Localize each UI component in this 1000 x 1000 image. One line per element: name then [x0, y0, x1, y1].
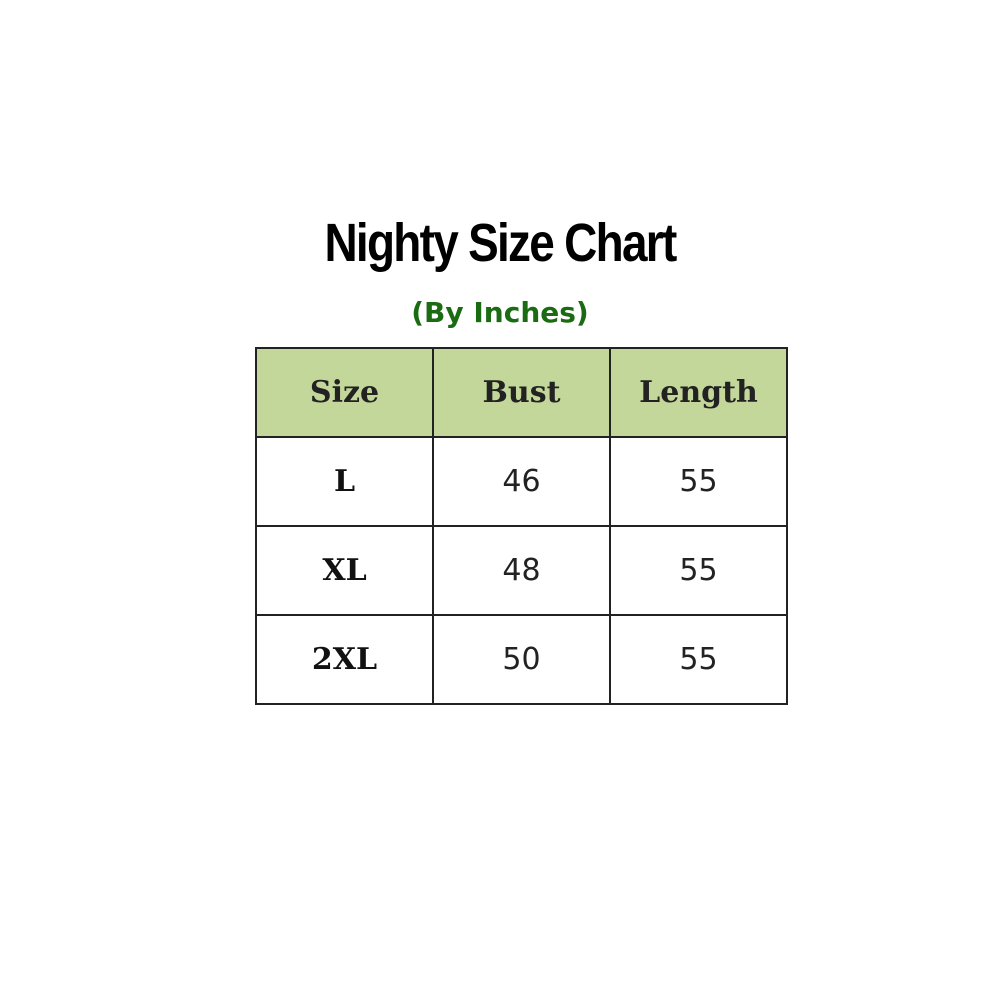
table-row: XL 48 55	[255, 525, 788, 616]
cell-length: 55	[609, 436, 788, 527]
cell-size: XL	[255, 525, 434, 616]
header-bust: Bust	[432, 347, 611, 438]
header-length: Length	[609, 347, 788, 438]
cell-size: 2XL	[255, 614, 434, 705]
cell-bust: 48	[432, 525, 611, 616]
page-subtitle: (By Inches)	[411, 296, 589, 329]
cell-length: 55	[609, 525, 788, 616]
table-row: 2XL 50 55	[255, 614, 788, 705]
size-table: Size Bust Length L 46 55 XL 48 55 2XL 50…	[255, 347, 788, 705]
header-size: Size	[255, 347, 434, 438]
page-title: Nighty Size Chart	[324, 213, 677, 273]
table-row: L 46 55	[255, 436, 788, 527]
cell-length: 55	[609, 614, 788, 705]
table-header-row: Size Bust Length	[255, 347, 788, 438]
cell-size: L	[255, 436, 434, 527]
cell-bust: 50	[432, 614, 611, 705]
cell-bust: 46	[432, 436, 611, 527]
